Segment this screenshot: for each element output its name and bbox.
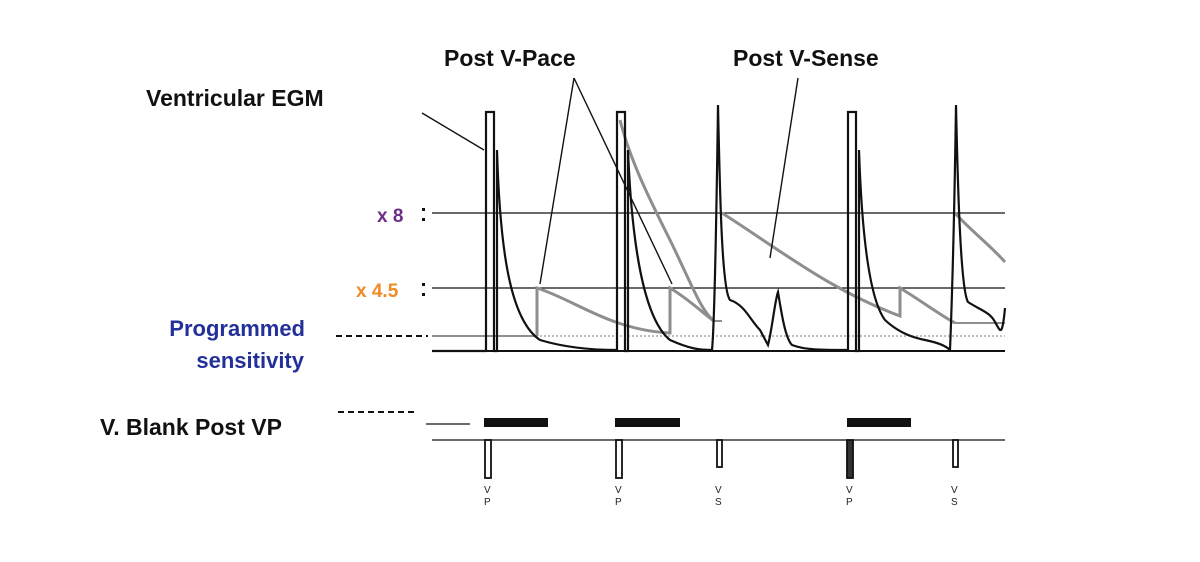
pace-callout-2 (573, 77, 673, 285)
marker-4-line1: V (846, 485, 853, 496)
sense-callout (769, 77, 799, 259)
ventricular-egm-label: Ventricular EGM (146, 85, 324, 111)
paced-beat-4 (846, 110, 951, 353)
paced-beat-2 (615, 110, 713, 353)
multiplier-colons (422, 208, 425, 296)
marker-3-line1: V (715, 485, 722, 496)
ventricular-egm-trace (432, 104, 1007, 353)
programmed-sensitivity-label-line1: Programmed (169, 316, 305, 341)
blank-bar-2 (615, 418, 680, 427)
blanking-bars (484, 418, 911, 427)
x8-label: x 8 (377, 206, 403, 227)
post-v-sense-label: Post V-Sense (733, 45, 879, 71)
marker-3-line2: S (715, 497, 722, 508)
programmed-sensitivity-label-line2: sensitivity (196, 348, 304, 373)
post-v-pace-label: Post V-Pace (444, 45, 576, 71)
marker-tick-5 (952, 439, 959, 468)
marker-tick-4 (846, 439, 854, 479)
x45-colon-top (422, 283, 425, 286)
threshold-segment-2 (618, 119, 715, 323)
marker-5-line2: S (951, 497, 958, 508)
marker-1-line2: P (484, 497, 491, 508)
v-blank-post-vp-label: V. Blank Post VP (100, 414, 282, 440)
marker-4-line2: P (846, 497, 853, 508)
pace-callout-1 (539, 77, 575, 285)
sensed-beat-5 (948, 104, 1007, 351)
egm-callout (421, 112, 485, 151)
dashed-leaders (336, 335, 428, 413)
marker-tick-3 (716, 439, 723, 468)
marker-ticks (484, 439, 959, 479)
x45-colon-bottom (422, 293, 425, 296)
threshold-segment-1 (535, 285, 715, 336)
marker-2-line1: V (615, 485, 622, 496)
marker-5-line1: V (951, 485, 958, 496)
x8-colon-bottom (422, 218, 425, 221)
threshold-floor (432, 320, 1005, 337)
blank-bar-1 (484, 418, 548, 427)
marker-tick-1 (484, 439, 492, 479)
blank-bar-3 (847, 418, 911, 427)
sensed-beat-3 (710, 104, 849, 352)
x8-colon-top (422, 208, 425, 211)
threshold-segment-3 (721, 211, 956, 325)
marker-1-line1: V (484, 485, 491, 496)
x45-label: x 4.5 (356, 281, 399, 302)
marker-2-line2: P (615, 497, 622, 508)
paced-beat-1 (432, 110, 618, 353)
marker-letters: V P V P V S V P V S (484, 485, 958, 508)
marker-tick-2 (615, 439, 623, 479)
callout-lines (421, 77, 799, 285)
